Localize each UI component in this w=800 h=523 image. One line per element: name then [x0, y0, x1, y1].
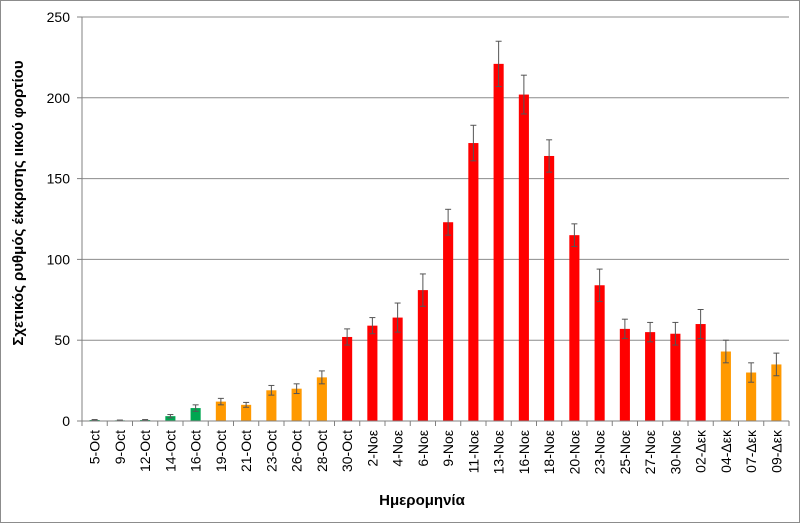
gridlines [82, 16, 789, 341]
x-tick-label: 09-Δεκ [768, 429, 784, 473]
x-tick-label: 9-Νοε [440, 430, 456, 467]
bar [215, 401, 226, 421]
x-axis-title: Ημερομηνία [379, 492, 465, 509]
bar [771, 364, 782, 421]
bar [746, 372, 757, 421]
y-tick-label: 150 [47, 171, 71, 187]
x-tick-labels: 5-Oct 9-Oct 12-Oct 14-Oct 16-Oct 19-Oct 21-Oct… [87, 429, 785, 474]
bar [695, 324, 706, 421]
x-tick-label: 5-Oct [87, 430, 103, 464]
x-tick-label: 11-Νοε [465, 430, 481, 473]
x-tick-label: 14-Oct [162, 430, 178, 472]
bar [165, 416, 176, 421]
x-tick-label: 6-Νοε [415, 430, 431, 467]
y-tick-label: 0 [62, 413, 70, 429]
x-tick-label: 23-Νοε [592, 430, 608, 474]
x-tick-label: 30-Νοε [667, 430, 683, 474]
x-tick-label: 28-Oct [314, 430, 330, 472]
y-axis-title: Σχετικός ρυθμός έκκρισης ιικού φορτίου [10, 60, 27, 345]
x-tick-label: 02-Δεκ [693, 429, 709, 473]
x-tick-label: 21-Oct [238, 430, 254, 472]
bar [443, 222, 454, 421]
x-tick-label: 27-Νοε [642, 430, 658, 474]
bar [670, 333, 681, 421]
x-tick-label: 13-Νοε [491, 430, 507, 474]
bar [518, 94, 529, 422]
bar [569, 235, 580, 421]
bar [392, 317, 403, 421]
bar [342, 336, 353, 421]
x-tick-label: 16-Νοε [516, 430, 532, 474]
bar [544, 155, 555, 421]
y-tick-labels: 0 50 100 150 200 250 [47, 9, 71, 429]
bar [417, 290, 428, 421]
x-tick-label: 2-Νοε [364, 430, 380, 467]
bar [241, 404, 252, 421]
x-tick-label: 04-Δεκ [718, 429, 734, 473]
bars [89, 63, 782, 422]
y-tick-label: 50 [54, 332, 70, 348]
x-tick-label: 23-Oct [263, 430, 279, 472]
x-tick-label: 16-Oct [188, 430, 204, 472]
x-tick-label: 19-Oct [213, 430, 229, 472]
bar [720, 351, 731, 421]
y-tick-label: 250 [47, 9, 71, 25]
bar [645, 332, 656, 421]
bar [493, 63, 504, 421]
bar [190, 408, 201, 421]
bar [468, 143, 479, 421]
x-tick-label: 18-Νοε [541, 430, 557, 474]
x-tick-label: 12-Oct [137, 430, 153, 472]
axes [77, 16, 790, 426]
bar [316, 377, 327, 421]
bar [367, 325, 378, 421]
x-tick-label: 25-Νοε [617, 430, 633, 474]
x-tick-label: 30-Oct [339, 430, 355, 472]
bar [266, 390, 277, 421]
x-tick-label: 07-Δεκ [743, 429, 759, 473]
bar [594, 285, 605, 421]
x-tick-label: 4-Νοε [390, 430, 406, 467]
y-tick-label: 100 [47, 251, 71, 267]
x-tick-label: 9-Oct [112, 430, 128, 464]
bar [291, 388, 302, 421]
x-tick-label: 20-Νοε [566, 430, 582, 474]
y-tick-label: 200 [47, 90, 71, 106]
bar [619, 328, 630, 421]
x-tick-label: 26-Oct [289, 430, 305, 472]
